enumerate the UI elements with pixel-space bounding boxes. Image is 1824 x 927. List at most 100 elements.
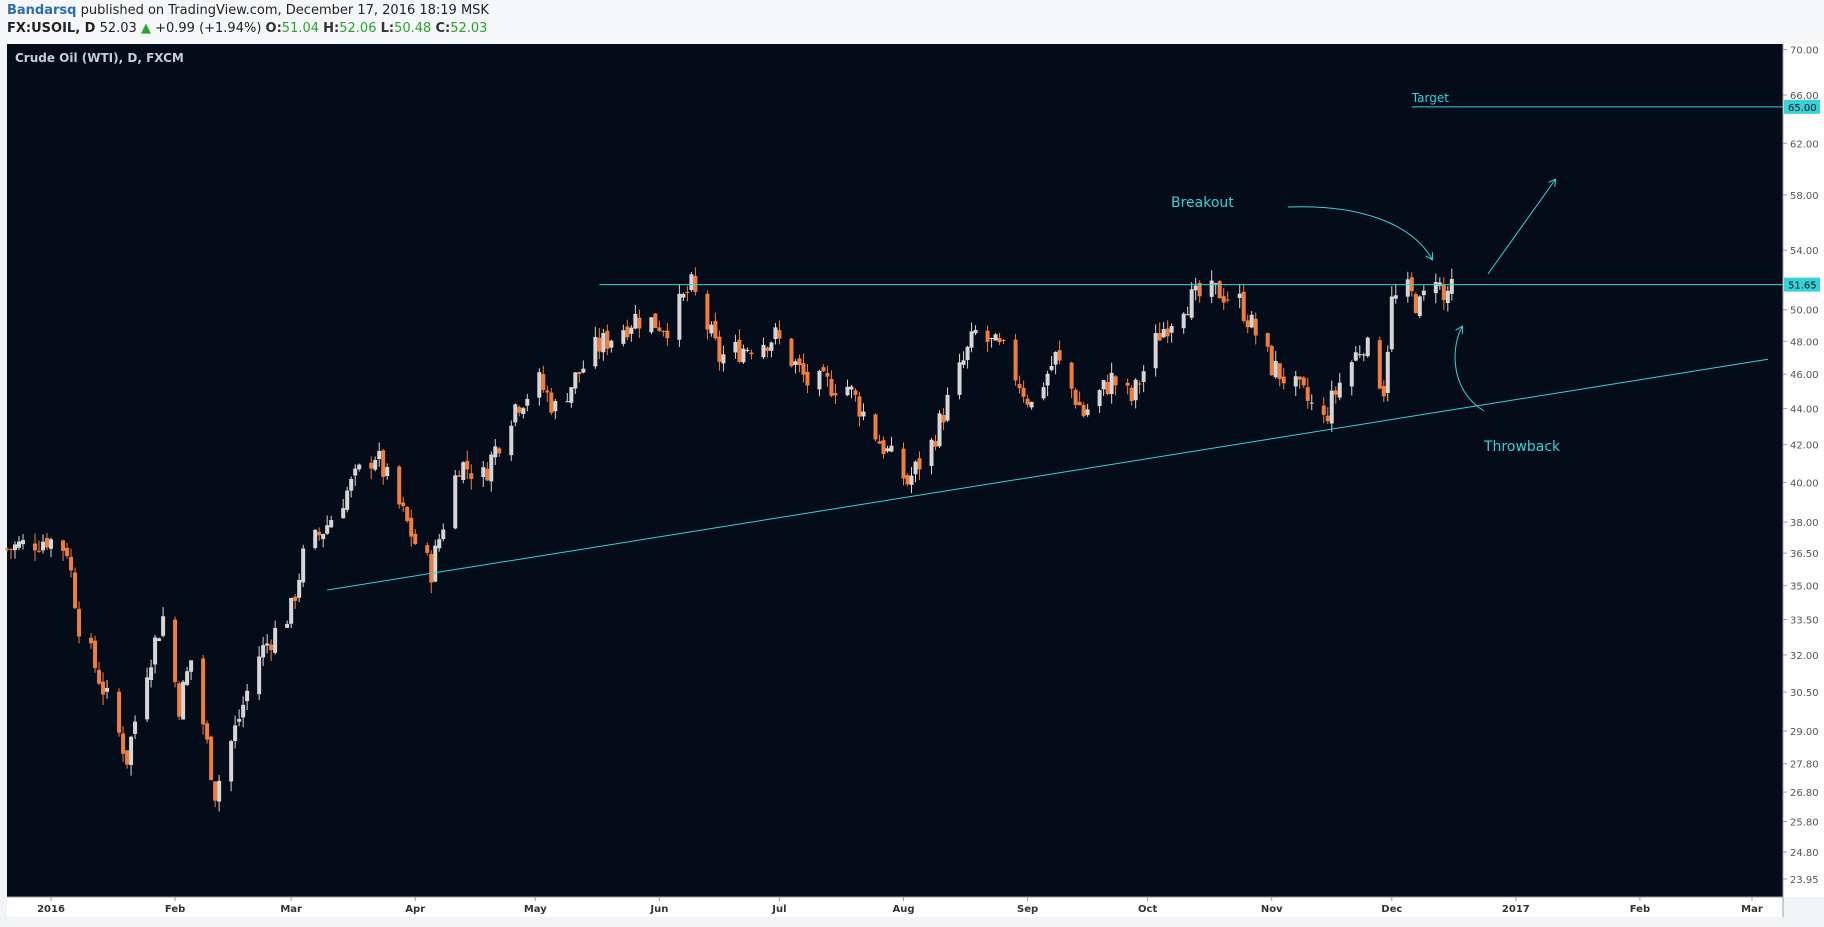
y-tick-label: 54.00	[1790, 246, 1819, 257]
candle-body-up	[1133, 379, 1138, 401]
price-tag-box	[1784, 99, 1820, 114]
candle-body-up	[1041, 387, 1046, 399]
candle-body-down	[545, 390, 550, 393]
candle-body-up	[1185, 314, 1190, 316]
price-chart[interactable]: Crude Oil (WTI), D, FXCM 65.00 51.65 Targe…	[0, 44, 1824, 923]
candle-body-down	[293, 596, 298, 601]
publish-info: published on TradingView.com, December 1…	[76, 3, 489, 18]
candle-body-down	[549, 392, 554, 413]
y-tick-label: 44.00	[1790, 405, 1819, 416]
candle-body-up	[185, 671, 190, 685]
candle-body-up	[537, 372, 542, 398]
candle-body-down	[397, 466, 402, 505]
chart-area[interactable]: Crude Oil (WTI), D, FXCM 65.00 51.65 Targe…	[0, 44, 1824, 923]
candle-body-up	[581, 368, 586, 373]
chart-header: Bandarsq published on TradingView.com, D…	[0, 0, 1824, 45]
candle-body-up	[793, 361, 798, 365]
candle-body-up	[565, 401, 570, 403]
candle-body-up	[149, 667, 154, 680]
candle-body-down	[1297, 376, 1302, 380]
candle-body-down	[917, 458, 922, 470]
time-axis[interactable]: 2016 Feb Mar Apr May Jun Jul Aug Sep Oct Nov Dec 201…	[37, 897, 1763, 915]
candle-body-down	[901, 448, 906, 479]
candle-body-up	[1353, 352, 1358, 361]
throwback-label[interactable]: Throwback	[1483, 439, 1561, 455]
y-tick-label: 58.00	[1790, 191, 1819, 202]
candle-body-down	[1125, 382, 1130, 386]
candle-body-up	[677, 293, 682, 340]
candle-body-down	[877, 441, 882, 444]
candle-body-up	[681, 293, 686, 298]
y-tick-label: 50.00	[1790, 306, 1819, 317]
candle-body-up	[969, 331, 974, 348]
chart-title: Crude Oil (WTI), D, FXCM	[15, 51, 184, 65]
y-tick-label: 26.80	[1790, 788, 1819, 799]
candle-body-up	[301, 548, 306, 583]
price-axis-background[interactable]	[1783, 44, 1824, 897]
candle-body-up	[513, 404, 518, 423]
projection-arrow[interactable]	[1487, 180, 1555, 275]
candle-body-up	[377, 450, 382, 460]
x-tick-label: 2017	[1502, 904, 1530, 915]
high-label: H:	[323, 21, 340, 36]
symbol-label: FX:USOIL, D	[7, 21, 96, 36]
candle-body-down	[1325, 415, 1330, 422]
x-tick-label: Feb	[1630, 904, 1650, 915]
x-tick-label: Mar	[1741, 904, 1763, 915]
candle-body-down	[661, 331, 666, 333]
candle-body-up	[321, 534, 326, 540]
target-label[interactable]: Target	[1411, 91, 1449, 105]
candle-body-down	[121, 733, 126, 754]
candle-body-down	[1265, 333, 1270, 347]
author-link[interactable]: Bandarsq	[7, 3, 77, 18]
candle-body-down	[69, 556, 74, 571]
candle-body-down	[125, 750, 130, 765]
candle-body-up	[593, 336, 598, 367]
candle-body-up	[1029, 401, 1034, 408]
candle-body-down	[517, 407, 522, 413]
candle-body-down	[853, 390, 858, 395]
candle-body-up	[1421, 290, 1426, 296]
candle-body-up	[289, 597, 294, 624]
plot-background[interactable]	[7, 44, 1783, 897]
candle-body-up	[493, 446, 498, 458]
candle-body-up	[1249, 314, 1254, 328]
candle-body-up	[133, 721, 138, 734]
time-axis-background[interactable]	[7, 897, 1783, 917]
candle-body-down	[89, 637, 94, 644]
candle-body-up	[629, 327, 634, 334]
candle-body-down	[381, 450, 386, 477]
breakout-arrow[interactable]	[1287, 206, 1432, 259]
candle-body-down	[1013, 339, 1018, 381]
candle-body-down	[665, 330, 670, 339]
candle-body-up	[189, 660, 194, 672]
candle-body-down	[1001, 340, 1006, 342]
candle-body-up	[161, 616, 166, 636]
candle-body-down	[77, 608, 82, 637]
candle-body-up	[945, 394, 950, 421]
candle-body-up	[973, 329, 978, 334]
candle-body-up	[769, 342, 774, 351]
candle-body-up	[241, 704, 246, 718]
breakout-label[interactable]: Breakout	[1171, 195, 1234, 211]
candle-body-up	[521, 408, 526, 415]
candle-body-up	[481, 467, 486, 477]
candle-body-down	[45, 537, 50, 548]
candle-body-down	[833, 393, 838, 396]
candle-body-down	[1057, 350, 1062, 361]
throwback-arrow[interactable]	[1454, 327, 1485, 412]
candle-body-up	[817, 370, 822, 390]
price-axis[interactable]: 70.00 66.00 62.00 58.00 54.00 50.00 48.00 46.00…	[1783, 46, 1819, 887]
support-trend-line[interactable]	[327, 358, 1769, 591]
y-tick-label: 24.80	[1790, 848, 1819, 859]
candle-body-up	[41, 541, 46, 551]
candle-body-down	[269, 644, 274, 651]
candle-body-up	[849, 386, 854, 390]
candle-body-up	[13, 544, 18, 551]
candle-body-down	[5, 548, 9, 550]
open-value: 51.04	[281, 21, 320, 36]
candle-body-up	[261, 645, 266, 658]
candle-body-up	[909, 475, 914, 485]
candle-body-down	[941, 414, 946, 423]
candle-body-up	[569, 387, 574, 403]
